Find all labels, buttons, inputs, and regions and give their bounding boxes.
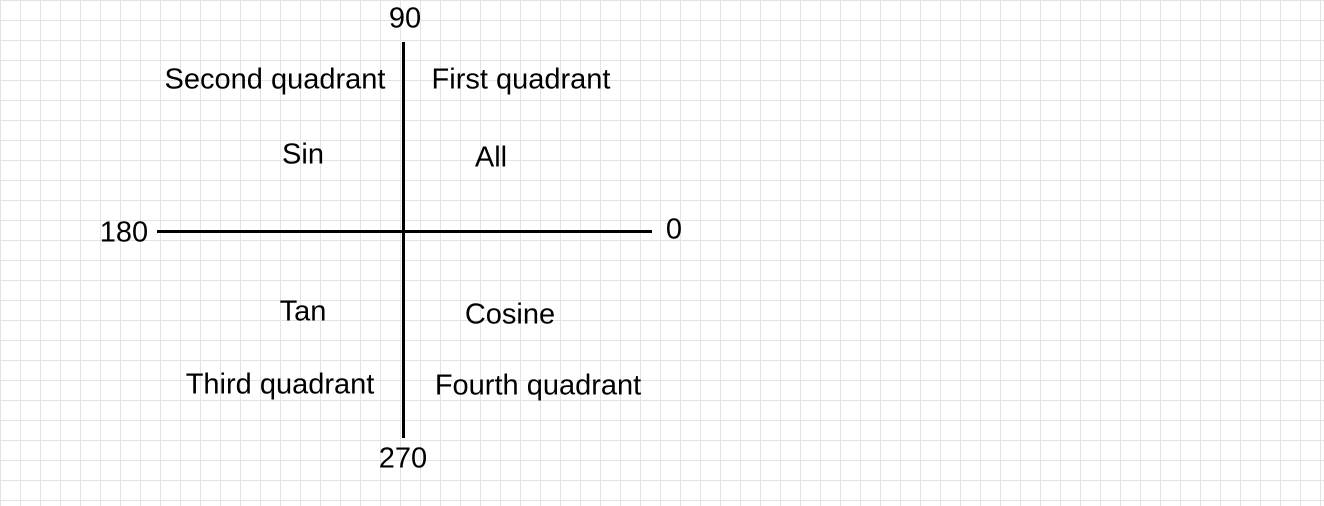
axis-label-bottom: 270 <box>378 442 428 475</box>
horizontal-axis-line <box>157 230 652 233</box>
quadrant-function-second: Sin <box>282 138 324 171</box>
axis-label-top: 90 <box>388 2 422 35</box>
vertical-axis-line <box>402 42 405 438</box>
quadrant-label-first: First quadrant <box>431 63 611 96</box>
axis-label-right: 0 <box>665 213 683 246</box>
quadrant-function-third: Tan <box>279 295 327 328</box>
quadrant-label-third: Third quadrant <box>185 368 375 401</box>
quadrant-label-fourth: Fourth quadrant <box>434 369 642 402</box>
quadrant-function-first: All <box>474 141 508 174</box>
quadrant-label-second: Second quadrant <box>164 63 386 96</box>
quadrant-function-fourth: Cosine <box>464 298 556 331</box>
axis-label-left: 180 <box>99 216 149 249</box>
